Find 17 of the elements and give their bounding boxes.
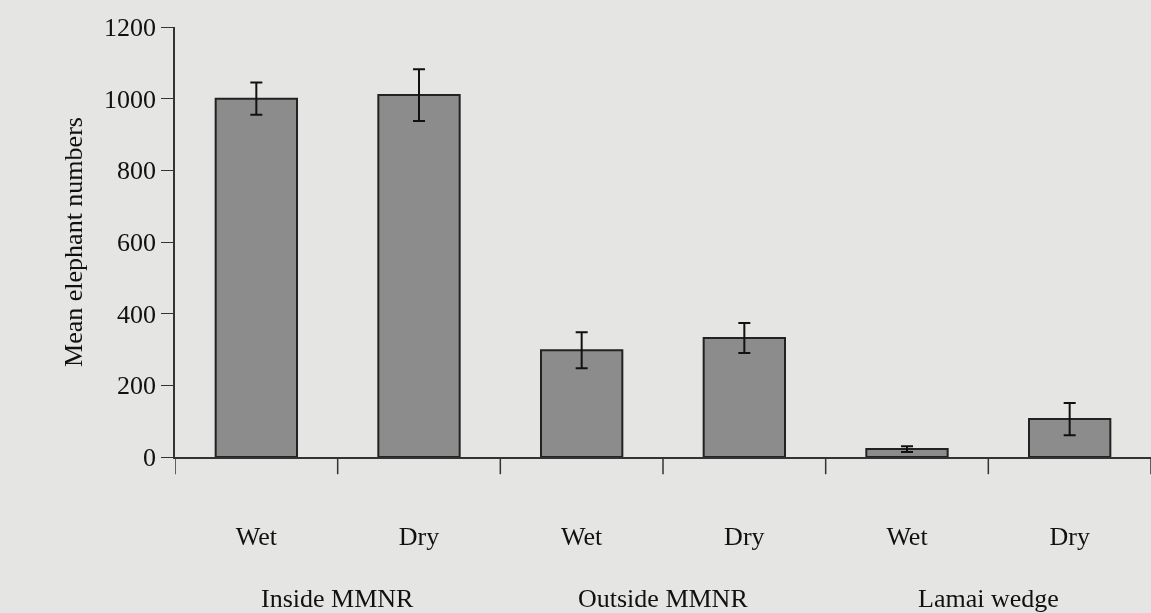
x-tick-label: Wet xyxy=(235,521,278,551)
x-tick-label: Wet xyxy=(886,521,929,551)
y-tick-label: 1000 xyxy=(104,84,157,114)
text: Inside MMNR xyxy=(261,584,415,613)
text: Lamai wedge xyxy=(918,584,1059,613)
y-tick-label: 400 xyxy=(117,299,157,329)
y-tick-label: 800 xyxy=(117,156,157,186)
y-tick-label: 600 xyxy=(117,228,157,258)
x-tick-label: Dry xyxy=(724,521,765,551)
y-tick-label: 0 xyxy=(143,443,157,473)
x-tick-label: Dry xyxy=(398,521,440,551)
y-tick-label: 200 xyxy=(117,371,157,401)
x-tick-label: Wet xyxy=(561,521,604,551)
text: Outside MMNR xyxy=(578,584,749,613)
x-tick-label: Dry xyxy=(1049,521,1090,551)
y-tick-label: 1200 xyxy=(104,13,157,43)
y-axis-title: Mean elephant numbers xyxy=(58,117,88,367)
